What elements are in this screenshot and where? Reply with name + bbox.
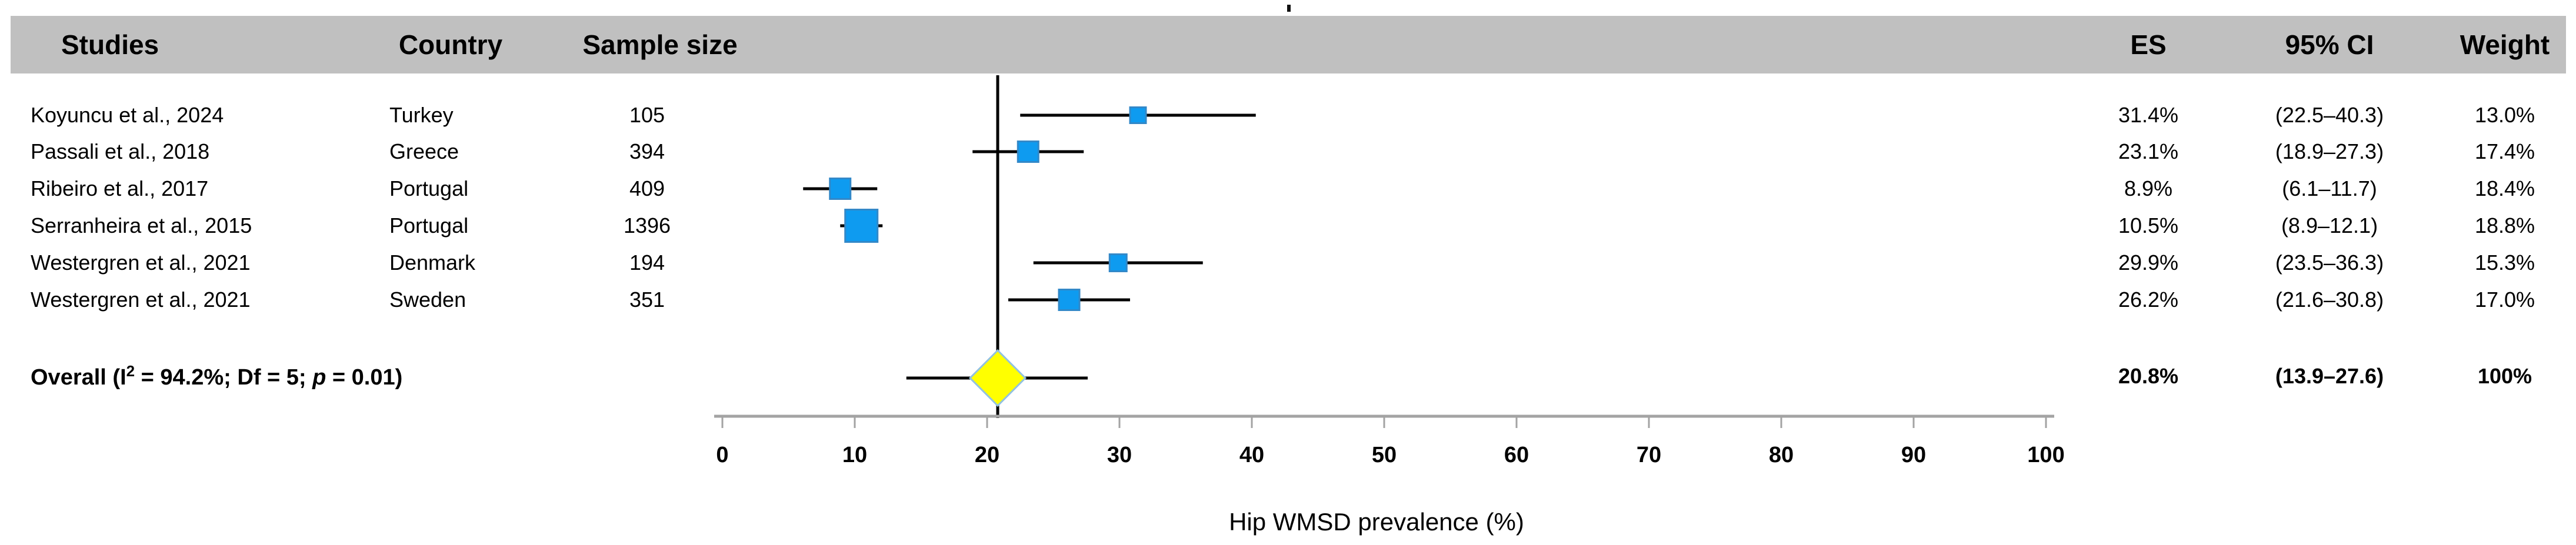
es-cell: 31.4% (2118, 103, 2179, 127)
study-name: Ribeiro et al., 2017 (31, 176, 209, 200)
sample-size-cell: 105 (629, 103, 665, 127)
sample-size-cell: 351 (629, 287, 665, 312)
axis-tick-label: 10 (842, 443, 867, 467)
header-sample-size: Sample size (582, 29, 738, 60)
overall-weight: 100% (2477, 364, 2532, 388)
country-cell: Denmark (389, 250, 476, 275)
ci-cell: (6.1–11.7) (2282, 176, 2377, 200)
effect-size-marker (1129, 106, 1147, 124)
country-cell: Turkey (389, 103, 454, 127)
study-name: Passali et al., 2018 (31, 139, 210, 163)
ci-cell: (21.6–30.8) (2275, 287, 2384, 312)
study-name: Westergren et al., 2021 (31, 287, 251, 312)
es-cell: 8.9% (2124, 176, 2173, 200)
axis-tick-label: 30 (1107, 443, 1132, 467)
study-name: Westergren et al., 2021 (31, 250, 251, 275)
ci-cell: (18.9–27.3) (2275, 139, 2384, 163)
sample-size-cell: 394 (629, 139, 665, 163)
weight-cell: 18.8% (2474, 213, 2535, 238)
es-cell: 10.5% (2118, 213, 2179, 238)
overall-diamond (968, 349, 1027, 407)
axis-tick-label: 100 (2027, 443, 2064, 467)
header-95ci: 95% CI (2285, 29, 2374, 60)
header-weight: Weight (2460, 29, 2550, 60)
weight-cell: 15.3% (2474, 250, 2535, 275)
axis-tick-label: 60 (1504, 443, 1529, 467)
axis-tick-label: 40 (1239, 443, 1264, 467)
es-cell: 23.1% (2118, 139, 2179, 163)
sample-size-cell: 1396 (623, 213, 671, 238)
axis-tick-label: 70 (1637, 443, 1661, 467)
weight-cell: 18.4% (2474, 176, 2535, 200)
sample-size-cell: 409 (629, 176, 665, 200)
axis-tick-label: 90 (1901, 443, 1926, 467)
effect-size-marker (1058, 289, 1081, 311)
country-cell: Greece (389, 139, 459, 163)
effect-size-marker (829, 178, 852, 200)
weight-cell: 13.0% (2474, 103, 2535, 127)
stray-top-mark (1287, 5, 1291, 12)
study-name: Koyuncu et al., 2024 (31, 103, 224, 127)
country-cell: Sweden (389, 287, 466, 312)
effect-size-marker (844, 209, 879, 243)
axis-tick-label: 50 (1372, 443, 1397, 467)
study-name: Serranheira et al., 2015 (31, 213, 252, 238)
country-cell: Portugal (389, 213, 469, 238)
header-band (11, 16, 2566, 73)
effect-size-marker (1108, 253, 1128, 272)
header-studies: Studies (61, 29, 159, 60)
overall-ci: (13.9–27.6) (2275, 364, 2384, 388)
country-cell: Portugal (389, 176, 469, 200)
weight-cell: 17.4% (2474, 139, 2535, 163)
ci-cell: (22.5–40.3) (2275, 103, 2384, 127)
axis-tick-label: 80 (1769, 443, 1794, 467)
es-cell: 26.2% (2118, 287, 2179, 312)
overall-heterogeneity-label: Overall (I2 = 94.2%; Df = 5; p = 0.01) (31, 362, 403, 390)
effect-size-marker (1017, 141, 1039, 163)
ci-cell: (23.5–36.3) (2275, 250, 2384, 275)
ci-cell: (8.9–12.1) (2281, 213, 2378, 238)
axis-tick-label: 0 (716, 443, 728, 467)
weight-cell: 17.0% (2474, 287, 2535, 312)
x-axis-title: Hip WMSD prevalence (%) (1229, 508, 1524, 536)
sample-size-cell: 194 (629, 250, 665, 275)
es-cell: 29.9% (2118, 250, 2179, 275)
header-country: Country (398, 29, 503, 60)
axis-tick-label: 20 (975, 443, 999, 467)
header-es: ES (2130, 29, 2167, 60)
overall-es: 20.8% (2118, 364, 2179, 388)
